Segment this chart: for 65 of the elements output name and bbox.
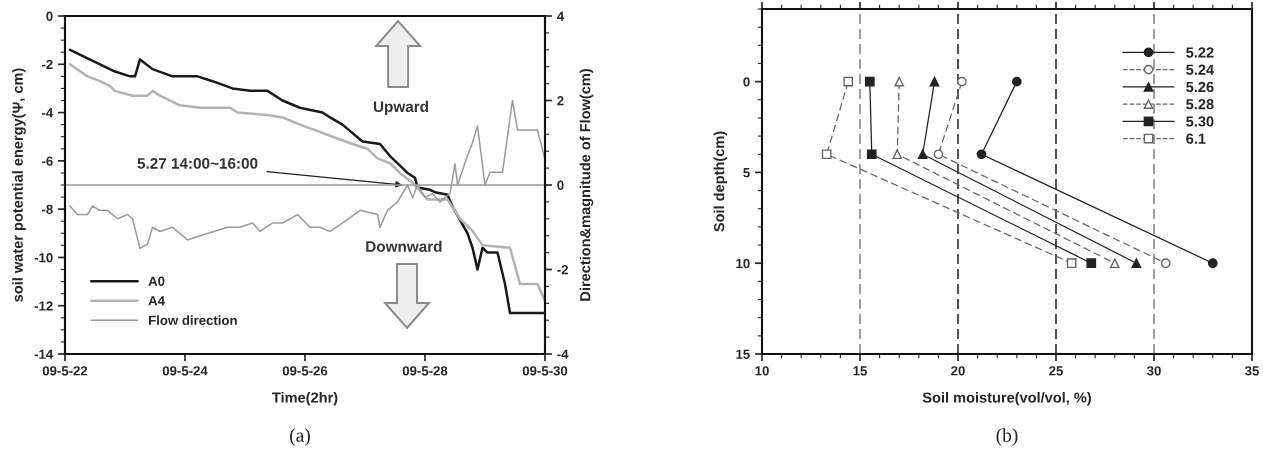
text: (b) <box>996 428 1018 446</box>
y-axis-title: soil water potential energy(Ψ, cm) <box>12 68 26 302</box>
y-tick-label: 0 <box>743 77 750 87</box>
x-tick-label: 15 <box>853 366 867 376</box>
legend-label: 6.1 <box>1186 133 1206 144</box>
point <box>1066 258 1077 269</box>
y2-tick-label: 4 <box>557 11 565 21</box>
annotation: Downward <box>366 240 442 252</box>
point <box>1131 258 1142 269</box>
point <box>1160 258 1171 269</box>
legend-label: 5.22 <box>1186 47 1214 58</box>
point <box>892 149 903 160</box>
legend-label: 5.24 <box>1186 64 1215 75</box>
x-tick-label: 09-5-26 <box>282 366 328 376</box>
y-tick-label: -8 <box>41 204 53 215</box>
point <box>933 149 944 160</box>
legend-label: A4 <box>148 296 165 306</box>
annotation: Upward <box>373 100 429 116</box>
x-tick-label: 09-5-22 <box>42 366 88 376</box>
point <box>976 149 987 160</box>
y2-axis-title: Direction&magnitude of Flow(cm) <box>579 69 594 301</box>
x-axis-title: Time(2hr) <box>272 391 338 406</box>
point <box>1207 258 1218 269</box>
y-tick-label: -10 <box>34 253 53 263</box>
y-tick-label: 0 <box>46 11 53 21</box>
y-tick-label: 5 <box>743 168 750 178</box>
x-tick-label: 35 <box>1244 366 1259 376</box>
y-tick-label: -6 <box>41 156 53 166</box>
point <box>821 149 832 160</box>
x-tick-label: 30 <box>1146 366 1161 376</box>
point <box>929 76 940 87</box>
y2-tick-label: -2 <box>557 265 569 275</box>
legend-label: Flow direction <box>149 315 237 325</box>
y2-tick-label: 0 <box>557 180 564 190</box>
y-tick-label: -4 <box>41 108 54 118</box>
x-tick-label: 10 <box>755 366 769 376</box>
x-tick-label: 25 <box>1049 366 1063 376</box>
point <box>957 76 967 87</box>
x-tick-label: 09-5-30 <box>522 366 568 376</box>
y2-tick-label: 2 <box>557 96 564 106</box>
legend-label: 5.26 <box>1186 81 1214 93</box>
point <box>1011 76 1022 87</box>
point <box>1109 258 1120 269</box>
legend-label: 5.30 <box>1186 116 1214 127</box>
annotation: 5.27 14:00~16:00 <box>137 158 258 169</box>
y-tick-label: 15 <box>736 349 750 359</box>
point <box>894 76 905 87</box>
y-axis-title: Soil depth(cm) <box>713 131 728 232</box>
point <box>843 76 854 87</box>
y-tick-label: 10 <box>736 258 750 269</box>
x-axis-title: Soil moisture(vol/vol, %) <box>922 391 1091 406</box>
point <box>1086 258 1097 269</box>
x-tick-label: 09-5-28 <box>402 366 448 376</box>
x-tick-label: 09-5-24 <box>162 366 208 376</box>
x-tick-label: 20 <box>951 366 965 376</box>
text: (a) <box>290 428 310 446</box>
point <box>864 76 875 87</box>
y-tick-label: -12 <box>34 301 53 311</box>
y-tick-label: -14 <box>34 349 54 359</box>
point <box>866 149 877 160</box>
point <box>917 149 928 160</box>
y-tick-label: -2 <box>41 59 53 70</box>
legend-label: 5.28 <box>1186 99 1214 110</box>
y2-tick-label: -4 <box>557 349 569 359</box>
legend-label: A0 <box>148 276 165 286</box>
